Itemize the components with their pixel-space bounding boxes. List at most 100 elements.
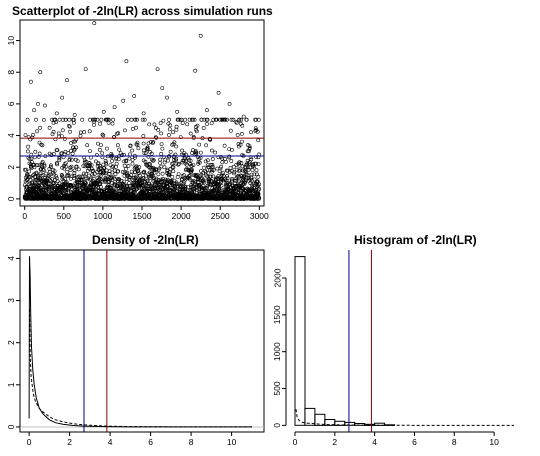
- scatter-point: [110, 121, 115, 126]
- scatter-point: [150, 171, 155, 176]
- scatter-point: [220, 160, 225, 165]
- scatter-point: [92, 123, 96, 127]
- histogram-threshold-lines: [348, 250, 372, 432]
- scatter-point: [140, 190, 145, 195]
- scatter-point: [239, 160, 244, 165]
- scatter-point: [183, 117, 188, 122]
- scatter-point: [146, 154, 151, 159]
- scatter-point: [66, 172, 71, 177]
- scatter-point: [246, 149, 251, 154]
- scatter-point: [148, 162, 153, 167]
- scatter-point: [116, 143, 120, 148]
- scatter-point: [42, 162, 47, 167]
- scatter-point: [60, 128, 65, 133]
- scatter-point: [143, 151, 148, 155]
- scatter-point: [81, 164, 86, 168]
- scatter-point: [256, 162, 261, 167]
- scatter-point: [27, 174, 32, 179]
- scatter-point: [130, 148, 135, 153]
- scatter-point: [118, 185, 123, 190]
- density-title: Density of -2ln(LR): [92, 233, 199, 247]
- scatter-point: [88, 162, 93, 167]
- scatter-point: [130, 126, 135, 131]
- histogram-bar: [314, 413, 326, 426]
- scatter-point: [251, 188, 256, 193]
- scatter-point: [74, 196, 78, 201]
- scatter-point: [205, 158, 210, 163]
- scatter-point: [136, 168, 141, 173]
- scatter-point: [174, 124, 179, 129]
- scatter-point: [249, 172, 254, 177]
- scatter-point: [166, 158, 170, 163]
- scatter-point: [94, 191, 99, 196]
- scatter-point: [209, 121, 214, 126]
- scatter-point: [35, 163, 39, 168]
- scatter-point: [147, 122, 152, 127]
- scatter-point: [234, 120, 239, 125]
- scatter-point: [97, 147, 102, 152]
- scatter-point: [57, 117, 62, 122]
- scatter-panel: Scatterplot of -2ln(LR) across simulatio…: [6, 4, 273, 221]
- scatter-point: [197, 142, 202, 147]
- scatter-point: [95, 117, 100, 122]
- scatter-point: [90, 169, 95, 174]
- scatter-point: [68, 165, 73, 170]
- scatter-point: [130, 161, 135, 166]
- scatter-point: [99, 185, 103, 189]
- scatter-point: [124, 184, 129, 189]
- scatter-point: [205, 185, 210, 190]
- scatter-point: [210, 162, 215, 167]
- scatter-point: [185, 122, 190, 127]
- histogram-x-axis-tick-label: 0: [293, 437, 298, 447]
- scatter-point: [188, 177, 193, 182]
- scatter-point: [64, 164, 68, 169]
- scatter-point: [129, 169, 134, 174]
- scatter-point: [62, 163, 66, 168]
- histogram-density-curve: [295, 409, 514, 426]
- scatter-point: [247, 144, 252, 149]
- scatter-point: [85, 143, 90, 148]
- scatter-point: [174, 161, 179, 166]
- scatter-point: [122, 179, 127, 184]
- scatter-point: [28, 181, 33, 186]
- scatter-point: [159, 131, 164, 136]
- scatter-point: [60, 95, 65, 100]
- scatter-point: [181, 153, 186, 158]
- scatter-point: [54, 120, 59, 125]
- scatter-point: [54, 176, 59, 180]
- density-x-axis-tick-label: 8: [189, 437, 194, 447]
- scatter-point: [156, 183, 161, 188]
- scatter-point: [110, 165, 115, 170]
- scatter-point: [111, 164, 116, 169]
- scatter-point: [209, 174, 213, 179]
- scatter-point: [212, 189, 217, 194]
- scatter-point: [107, 179, 112, 184]
- scatter-point: [205, 117, 210, 122]
- scatter-point: [72, 117, 76, 122]
- scatter-point: [250, 168, 255, 172]
- histogram-panel: Histogram of -2ln(LR) 0 2 4 6 8 10 0 500 1000 15…: [272, 233, 514, 447]
- scatter-point: [68, 168, 73, 173]
- scatter-point: [255, 185, 259, 190]
- scatter-point: [167, 117, 172, 122]
- scatter-point: [47, 125, 52, 130]
- scatter-point: [257, 186, 261, 191]
- scatter-point: [83, 67, 88, 72]
- scatter-point: [151, 140, 156, 144]
- scatter-point: [240, 139, 244, 144]
- scatter-point: [80, 177, 84, 182]
- scatter-point: [106, 120, 111, 125]
- scatter-point: [23, 133, 28, 138]
- scatter-point: [252, 164, 257, 169]
- scatter-point: [249, 130, 253, 135]
- scatter-point: [141, 134, 146, 138]
- scatter-point: [255, 179, 260, 184]
- scatter-y-axis-tick-label: 0: [6, 196, 16, 201]
- scatter-point: [94, 159, 98, 164]
- scatter-point: [142, 169, 147, 174]
- scatter-point: [128, 143, 133, 148]
- scatter-point: [232, 170, 237, 174]
- scatter-point: [84, 159, 89, 164]
- scatter-point: [128, 189, 133, 193]
- density-y-axis-tick-label: 2: [6, 340, 16, 345]
